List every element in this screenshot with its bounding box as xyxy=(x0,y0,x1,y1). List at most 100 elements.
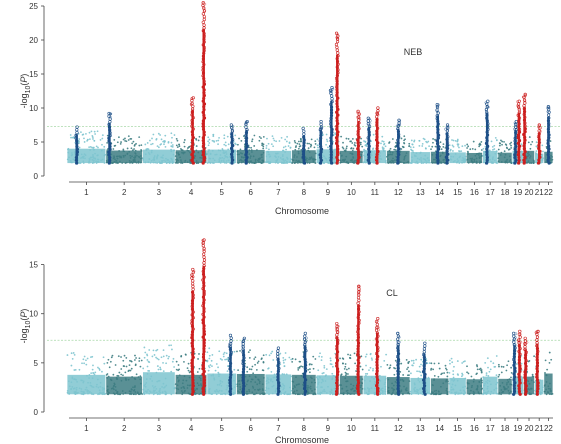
snp-point xyxy=(466,371,468,374)
x-tick-label: 7 xyxy=(276,188,281,197)
snp-point xyxy=(476,365,479,368)
snp-point xyxy=(491,145,494,148)
snp-point xyxy=(371,359,373,361)
snp-point xyxy=(488,370,491,373)
snp-point xyxy=(359,143,362,146)
snp-point xyxy=(260,137,262,140)
snp-point xyxy=(500,139,502,142)
snp-point xyxy=(151,355,154,358)
peak-point xyxy=(512,334,516,338)
chromosome-5-points xyxy=(206,347,237,396)
snp-point xyxy=(351,142,354,144)
chromosome-13-points xyxy=(409,357,431,396)
peak-chr8-navy xyxy=(301,126,307,165)
snp-point xyxy=(251,365,254,368)
snp-point xyxy=(284,138,287,141)
chromosome-6-points xyxy=(236,134,265,164)
snp-point xyxy=(198,367,201,370)
snp-point xyxy=(254,356,257,359)
snp-point xyxy=(400,148,403,150)
snp-point xyxy=(253,358,256,360)
peak-point xyxy=(189,102,193,106)
peak-point xyxy=(302,129,306,133)
snp-point xyxy=(437,375,440,378)
snp-point xyxy=(218,350,221,353)
x-tick-label: 20 xyxy=(525,424,534,433)
snp-point xyxy=(505,146,508,149)
snp-point xyxy=(164,134,167,137)
peak-point xyxy=(512,343,516,347)
snp-point xyxy=(211,354,214,356)
snp-point xyxy=(73,136,75,138)
snp-point xyxy=(90,356,92,359)
snp-point xyxy=(116,374,119,377)
snp-point xyxy=(347,353,349,356)
snp-point xyxy=(270,370,273,373)
snp-point xyxy=(224,144,227,147)
snp-point xyxy=(347,367,350,370)
snp-point xyxy=(535,141,538,144)
snp-point xyxy=(369,366,372,369)
peak-chr9-navy xyxy=(328,85,335,165)
snp-point xyxy=(438,367,441,370)
snp-point xyxy=(528,359,531,362)
snp-point xyxy=(445,368,448,371)
peak-chr6-navy xyxy=(240,336,246,396)
snp-point xyxy=(317,369,320,372)
snp-point xyxy=(506,364,508,367)
snp-point xyxy=(167,357,170,360)
x-tick-label: 6 xyxy=(249,188,254,197)
snp-point xyxy=(233,350,236,353)
snp-point xyxy=(443,372,445,374)
snp-point xyxy=(294,141,297,144)
snp-point xyxy=(457,374,459,376)
peak-chr4-red xyxy=(190,267,196,396)
snp-point xyxy=(282,361,285,364)
peak-chr6-navy xyxy=(244,119,249,165)
snp-point xyxy=(209,364,212,366)
snp-point xyxy=(140,359,143,362)
snp-point xyxy=(361,368,364,371)
x-tick-label: 10 xyxy=(347,424,356,433)
snp-point xyxy=(156,145,159,148)
snp-point xyxy=(188,371,191,374)
chromosome-16-points xyxy=(466,140,483,164)
peak-point xyxy=(75,125,79,129)
snp-point xyxy=(106,361,109,364)
peak-point xyxy=(244,120,248,124)
snp-point xyxy=(159,134,162,136)
snp-point xyxy=(446,371,449,374)
snp-point xyxy=(308,142,310,145)
peak-column xyxy=(191,109,194,164)
peak-point xyxy=(513,336,517,339)
snp-point xyxy=(384,145,387,148)
snp-point xyxy=(156,365,159,367)
snp-point xyxy=(215,363,218,365)
peak-point xyxy=(276,349,280,353)
peak-column xyxy=(302,135,306,164)
snp-point xyxy=(381,140,384,143)
snp-point xyxy=(446,375,449,378)
snp-point xyxy=(416,370,418,373)
snp-point xyxy=(533,355,536,358)
peak-chr11-navy xyxy=(366,116,372,165)
snp-point xyxy=(289,146,292,149)
snp-point xyxy=(157,146,160,149)
snp-point xyxy=(486,357,489,360)
snp-point xyxy=(135,142,137,145)
snp-point xyxy=(271,135,274,138)
snp-point xyxy=(510,366,513,369)
chromosome-6-points xyxy=(236,349,266,396)
peak-point xyxy=(515,123,518,126)
snp-point xyxy=(219,357,222,360)
snp-point xyxy=(318,355,321,358)
y-tick-label: 10 xyxy=(29,310,38,319)
snp-point xyxy=(262,361,265,363)
x-tick-label: 14 xyxy=(435,188,444,197)
peak-point xyxy=(276,355,280,359)
peak-point xyxy=(241,340,245,343)
snp-point xyxy=(326,140,329,143)
snp-point xyxy=(351,138,354,140)
peak-point xyxy=(190,97,193,100)
snp-point xyxy=(212,135,215,138)
